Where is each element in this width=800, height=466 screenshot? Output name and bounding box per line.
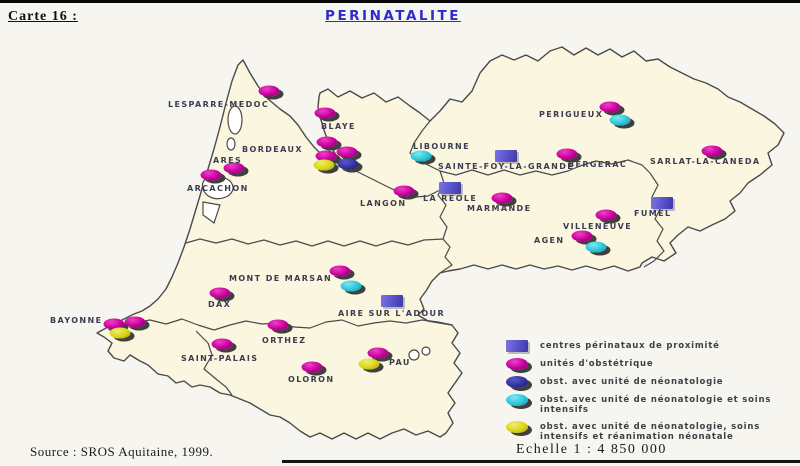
legend: centres périnataux de proximité unités d'… [506,339,791,447]
marker-obst [595,209,617,221]
marker-rea [313,159,335,171]
legend-item: obst. avec unité de néonatologie et soin… [506,393,791,415]
legend-swatch-neo [506,376,528,388]
city-label: PAU [389,358,411,367]
city-label: OLORON [288,375,335,384]
city-label: AGEN [534,236,565,245]
marker-prox [651,197,673,209]
marker-obst [314,107,336,119]
marker-si [340,280,362,292]
legend-label: obst. avec unité de néonatologie, soins … [540,422,761,442]
page-title: PERINATALITE [325,8,461,24]
marker-obst [301,361,323,373]
legend-swatch-si [506,394,528,406]
marker-si [410,150,432,162]
region-outline [96,46,785,440]
city-label: ARCACHON [187,184,249,193]
city-label: LESPARRE-MEDOC [168,100,270,109]
marker-prox [439,182,461,194]
city-label: DAX [208,300,232,309]
city-label: PERIGUEUX [539,110,604,119]
marker-rea [109,327,131,339]
legend-swatch-obst [506,358,528,370]
city-label: MARMANDE [467,204,532,213]
marker-prox [495,150,517,162]
marker-si [585,241,607,253]
source-text: Source : SROS Aquitaine, 1999. [30,444,214,459]
legend-label: centres périnataux de proximité [540,341,720,351]
marker-prox [381,295,403,307]
city-label: AIRE SUR L'ADOUR [338,309,446,318]
marker-si [609,114,631,126]
city-label: VILLENEUVE [563,222,633,231]
bottom-rule [282,460,800,463]
city-label: SAINTE-FOY-LA-GRANDE [438,162,575,171]
marker-obst [701,145,723,157]
marker-obst [223,162,245,174]
marker-neo [337,158,359,170]
carte-number-label: Carte 16 : [8,9,78,24]
scale-text: Echelle 1 : 4 850 000 [516,442,667,457]
legend-swatch-prox [506,340,528,352]
legend-item: centres périnataux de proximité [506,339,791,352]
marker-obst [367,347,389,359]
marker-obst [556,148,578,160]
marker-obst [211,338,233,350]
city-label: LIBOURNE [413,142,470,151]
marker-obst [571,230,593,242]
marker-obst [209,287,231,299]
city-label: BAYONNE [50,316,103,325]
marker-obst [329,265,351,277]
marker-obst [315,150,337,162]
marker-obst [267,319,289,331]
city-label: ORTHEZ [262,336,307,345]
marker-obst [336,146,358,158]
city-label: FUMEL [634,209,672,218]
city-label: BORDEAUX [242,145,303,154]
city-label: SARLAT-LA-CANEDA [650,157,761,166]
legend-item: obst. avec unité de néonatologie, soins … [506,420,791,442]
legend-item: unités d'obstétrique [506,357,791,370]
legend-label: obst. avec unité de néonatologie et soin… [540,395,772,415]
city-label: LA REOLE [423,194,478,203]
marker-obst [491,192,513,204]
marker-obst [258,85,280,97]
legend-swatch-rea [506,421,528,433]
marker-obst [103,318,125,330]
city-label: ARES [213,156,243,165]
city-label: BERGERAC [568,160,628,169]
legend-item: obst. avec unité de néonatologie [506,375,791,388]
city-label: BLAYE [321,122,356,131]
marker-obst [599,101,621,113]
city-label: MONT DE MARSAN [229,274,333,283]
legend-label: obst. avec unité de néonatologie [540,377,724,387]
city-label: SAINT-PALAIS [181,354,259,363]
marker-rea [358,358,380,370]
city-label: LANGON [360,199,407,208]
legend-label: unités d'obstétrique [540,359,654,369]
coastal-lakes [201,105,431,361]
marker-obst [124,316,146,328]
marker-obst [200,169,222,181]
marker-obst [393,185,415,197]
marker-obst [316,136,338,148]
